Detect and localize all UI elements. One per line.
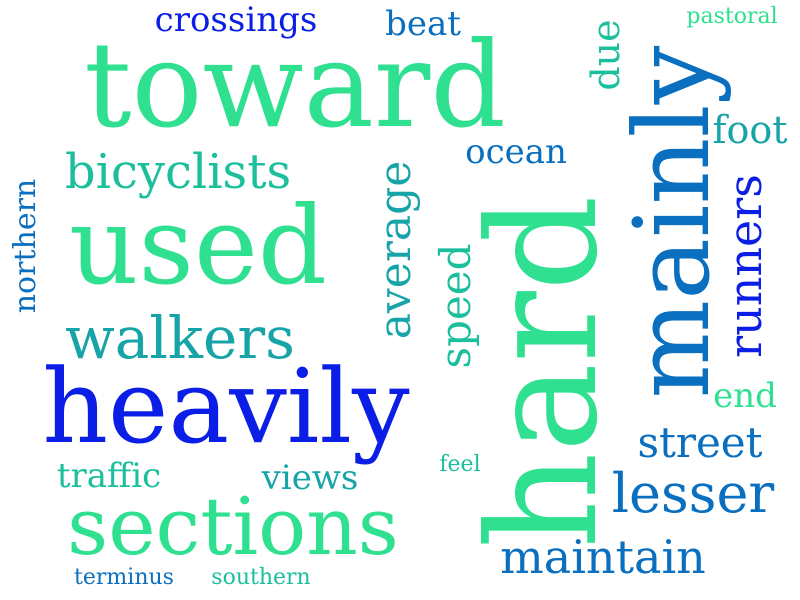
word-beat: beat bbox=[385, 4, 461, 44]
word-terminus: terminus bbox=[74, 565, 174, 590]
word-southern: southern bbox=[211, 565, 311, 590]
word-views: views bbox=[261, 458, 359, 498]
word-heavily: heavily bbox=[42, 348, 410, 467]
word-mainly: mainly bbox=[611, 45, 733, 399]
word-traffic: traffic bbox=[56, 456, 162, 496]
word-walkers: walkers bbox=[65, 304, 295, 372]
word-foot: foot bbox=[712, 108, 788, 152]
word-toward: toward bbox=[84, 16, 506, 154]
word-end: end bbox=[713, 376, 777, 416]
word-pastoral: pastoral bbox=[686, 4, 778, 29]
word-northern: northern bbox=[8, 178, 43, 314]
word-bicyclists: bicyclists bbox=[64, 144, 292, 200]
word-crossings: crossings bbox=[154, 0, 318, 40]
word-feel: feel bbox=[439, 452, 481, 477]
word-maintain: maintain bbox=[500, 530, 706, 584]
word-hard: hard bbox=[457, 195, 631, 549]
word-street: street bbox=[637, 418, 763, 467]
word-ocean: ocean bbox=[465, 132, 567, 172]
word-average: average bbox=[370, 160, 421, 340]
word-used: used bbox=[68, 184, 328, 309]
word-runners: runners bbox=[718, 174, 772, 358]
word-lesser: lesser bbox=[611, 462, 775, 525]
word-sections: sections bbox=[67, 480, 399, 573]
